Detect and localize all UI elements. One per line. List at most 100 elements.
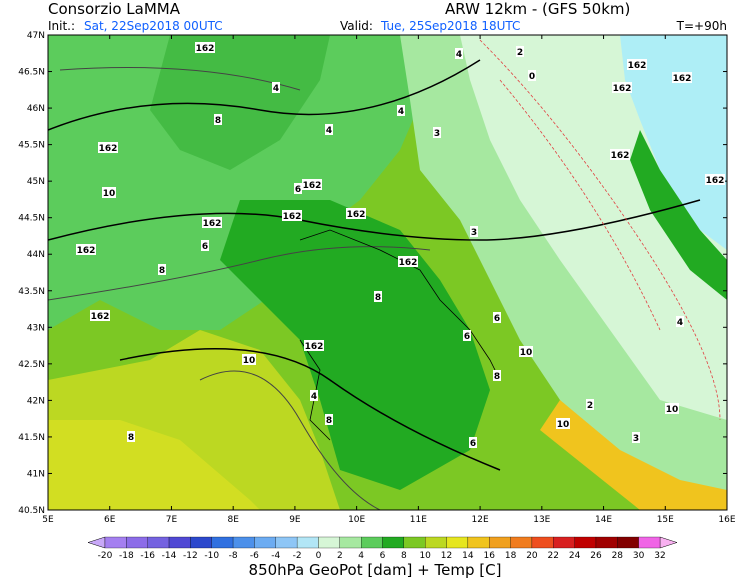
contour-label: 162 xyxy=(347,210,366,220)
title: Consorzio LaMMA xyxy=(48,0,181,18)
lon-tick-label: 7E xyxy=(166,515,178,525)
contour-label-bg xyxy=(76,244,96,255)
contour-label-bg xyxy=(528,70,536,81)
lat-tick-label: 47N xyxy=(27,31,45,41)
colorbar-segment xyxy=(403,536,426,549)
contour-label: 162 xyxy=(91,312,110,322)
colorbar-segment xyxy=(361,536,383,549)
init-label: Init.: xyxy=(48,19,75,33)
contour-label: 162 xyxy=(99,144,118,154)
contour-label-bg xyxy=(325,414,333,425)
colorbar-label: 32 xyxy=(654,551,665,561)
field xyxy=(220,200,490,490)
contour-label: 10 xyxy=(666,405,679,415)
contour-label-bg xyxy=(632,432,640,443)
contour xyxy=(48,59,701,471)
contour-label: 8 xyxy=(159,266,165,276)
colorbar-label: 0 xyxy=(316,551,322,561)
contour-label: 8 xyxy=(494,372,500,382)
contour-label: 162 xyxy=(673,74,692,84)
colorbar-label: 30 xyxy=(633,551,645,561)
colorbar-segment xyxy=(510,536,533,549)
contour-label-bg xyxy=(214,114,222,125)
lon-tick-label: 12E xyxy=(472,515,489,525)
contour-label-bg xyxy=(493,370,501,381)
lat-tick-label: 42N xyxy=(27,396,45,406)
contour-label: 3 xyxy=(434,129,440,139)
lat-tick-label: 40.5N xyxy=(18,506,45,516)
contour-label-bg xyxy=(201,240,209,251)
lat-tick-label: 45.5N xyxy=(18,141,45,151)
colorbar-segment xyxy=(531,536,554,549)
contour-label: 162 xyxy=(611,151,630,161)
contour-label: 162 xyxy=(196,44,215,54)
contour-label-bg xyxy=(610,149,630,160)
contour-label-bg xyxy=(470,226,478,237)
lon-tick-label: 13E xyxy=(533,515,550,525)
lon-tick-label: 5E xyxy=(42,515,54,525)
lat-tick-label: 43.5N xyxy=(18,287,45,297)
lon-tick-label: 14E xyxy=(595,515,612,525)
colorbar-segment xyxy=(467,536,490,549)
sea xyxy=(620,35,727,250)
lat-tick-label: 45N xyxy=(27,177,45,187)
colorbar-segment xyxy=(574,536,597,549)
colorbar-label: -2 xyxy=(293,551,302,561)
contour-label-bg xyxy=(676,316,684,327)
lat-tick-label: 41.5N xyxy=(18,433,45,443)
contour-label-bg xyxy=(242,354,256,365)
map-area xyxy=(48,35,727,510)
colorbar-segment xyxy=(318,536,340,549)
lat-tick-label: 43N xyxy=(27,323,45,333)
colorbar-caption: 850hPa GeoPot [dam] + Temp [C] xyxy=(249,561,502,579)
contour-label-bg xyxy=(672,72,692,83)
colorbar-segment xyxy=(339,536,362,549)
contour-label: 162 xyxy=(628,61,647,71)
field xyxy=(48,35,430,330)
lat-tick-label: 44.5N xyxy=(18,214,45,224)
colorbar-segment xyxy=(168,536,191,549)
contour-label-bg xyxy=(705,174,725,185)
contour-label: 162 xyxy=(303,181,322,191)
lat-tick-label: 46.5N xyxy=(18,68,45,78)
colorbar-high xyxy=(659,536,678,549)
contour-label-bg xyxy=(98,142,118,153)
colorbar-label: -20 xyxy=(98,551,113,561)
contour-label: 4 xyxy=(456,50,462,60)
colorbar-label: -18 xyxy=(119,551,134,561)
contour-label-bg xyxy=(586,399,594,410)
contour-label-bg xyxy=(493,312,501,323)
colorbar-segment xyxy=(638,536,661,549)
contour-label: 8 xyxy=(375,293,381,303)
contour-label: 2 xyxy=(517,48,523,58)
contour-label: 4 xyxy=(677,318,683,328)
contour-label-bg xyxy=(398,256,418,267)
colorbar-segment xyxy=(275,536,298,549)
contour-label-bg xyxy=(202,217,222,228)
lat-tick-label: 44N xyxy=(27,250,45,260)
colorbar-label: -6 xyxy=(250,551,259,561)
colorbar-segment xyxy=(104,536,127,549)
lon-tick-label: 10E xyxy=(348,515,365,525)
contour-label: 6 xyxy=(470,439,476,449)
lon-tick-label: 16E xyxy=(718,515,735,525)
colorbar: -20 -18 -16 -14 -12 -10 -8 -6 -4 -2 0 2 4 6 8 10 12 14 16 1… xyxy=(87,536,678,561)
colorbar-label: -4 xyxy=(271,551,280,561)
colorbar-segment xyxy=(595,536,618,549)
valid-label: Valid: xyxy=(340,19,373,33)
contour-label: 162 xyxy=(305,342,324,352)
colorbar-label: 6 xyxy=(380,551,386,561)
init-time: Sat, 22Sep2018 00UTC xyxy=(84,19,223,33)
colorbar-label: 16 xyxy=(484,551,496,561)
colorbar-segment xyxy=(126,536,148,549)
contour-label-bg xyxy=(612,82,632,93)
contour-label-bg xyxy=(627,59,647,70)
contour-label-bg xyxy=(665,403,679,414)
field xyxy=(540,400,727,510)
colorbar-label: 24 xyxy=(569,551,581,561)
contour-label-bg xyxy=(325,124,333,135)
colorbar-label: 14 xyxy=(462,551,474,561)
colorbar-segment xyxy=(254,536,276,549)
contour-label-bg xyxy=(516,46,524,57)
lon-tick-label: 8E xyxy=(227,515,239,525)
